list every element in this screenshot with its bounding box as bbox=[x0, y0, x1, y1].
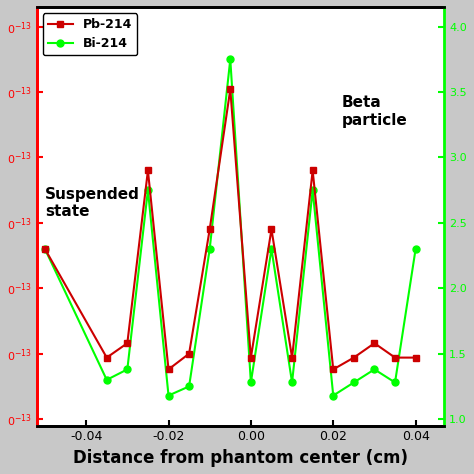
Bi-214 bbox=[186, 383, 192, 389]
Pb-214 bbox=[413, 355, 419, 360]
Pb-214 bbox=[186, 351, 192, 356]
Pb-214 bbox=[392, 355, 398, 360]
Pb-214 bbox=[166, 366, 172, 372]
Bi-214 bbox=[42, 246, 48, 252]
Bi-214 bbox=[413, 246, 419, 252]
Legend: Pb-214, Bi-214: Pb-214, Bi-214 bbox=[43, 13, 137, 55]
Pb-214 bbox=[269, 227, 274, 232]
Bi-214 bbox=[228, 56, 233, 62]
Pb-214 bbox=[289, 355, 295, 360]
Bi-214 bbox=[145, 187, 151, 193]
Pb-214 bbox=[351, 355, 356, 360]
Bi-214 bbox=[289, 380, 295, 385]
Line: Pb-214: Pb-214 bbox=[42, 86, 419, 373]
Bi-214 bbox=[166, 392, 172, 398]
Bi-214 bbox=[125, 366, 130, 372]
Pb-214 bbox=[125, 340, 130, 346]
Bi-214 bbox=[207, 246, 212, 252]
Pb-214 bbox=[104, 355, 109, 360]
Text: Suspended
state: Suspended state bbox=[45, 187, 140, 219]
Bi-214 bbox=[372, 366, 377, 372]
Pb-214 bbox=[248, 355, 254, 360]
Bi-214 bbox=[248, 380, 254, 385]
Bi-214 bbox=[269, 246, 274, 252]
Pb-214 bbox=[372, 340, 377, 346]
Bi-214 bbox=[104, 377, 109, 383]
Bi-214 bbox=[310, 187, 316, 193]
Bi-214 bbox=[392, 380, 398, 385]
Pb-214 bbox=[310, 168, 316, 173]
Line: Bi-214: Bi-214 bbox=[42, 56, 419, 399]
Bi-214 bbox=[330, 392, 336, 398]
Text: Beta
particle: Beta particle bbox=[341, 95, 407, 128]
Pb-214 bbox=[228, 87, 233, 92]
Pb-214 bbox=[207, 227, 212, 232]
X-axis label: Distance from phantom center (cm): Distance from phantom center (cm) bbox=[73, 449, 408, 467]
Pb-214 bbox=[330, 366, 336, 372]
Pb-214 bbox=[145, 168, 151, 173]
Bi-214 bbox=[351, 380, 356, 385]
Pb-214 bbox=[42, 246, 48, 252]
